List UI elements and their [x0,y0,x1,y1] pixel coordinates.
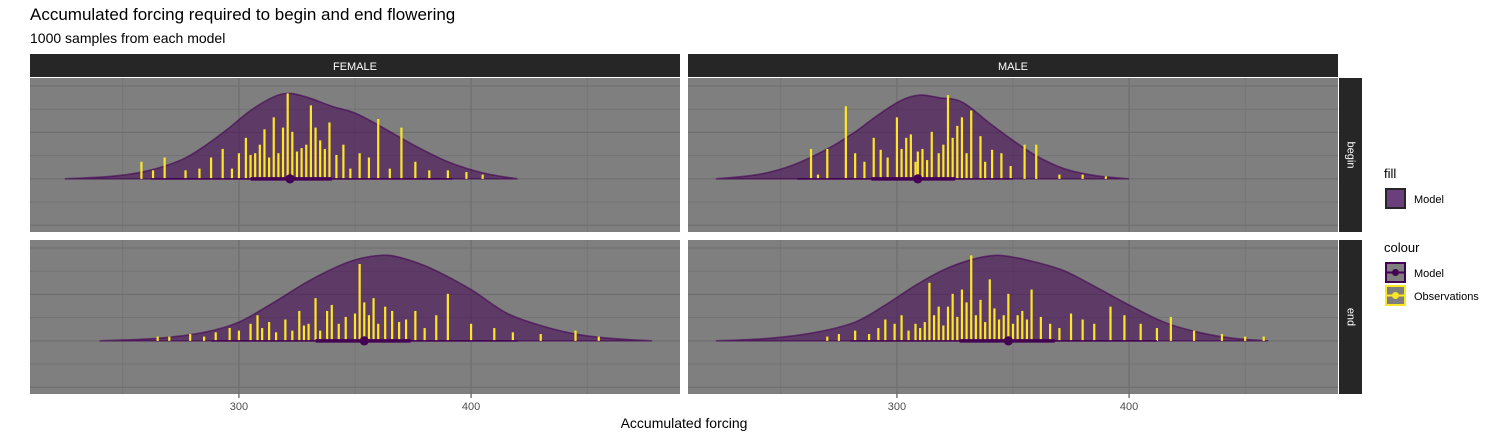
facet-strips: FEMALE MALE begin end [30,54,1362,394]
x-tick-label: 400 [462,401,480,413]
model-density-area [64,92,518,180]
strip-female: FEMALE [30,54,680,77]
strip-label: end [1345,308,1357,326]
strip-background [1339,240,1362,394]
x-axes: 300 400 300 400 [230,394,1138,413]
strip-male: MALE [688,54,1338,77]
panel-female-begin [30,78,680,232]
facet-panels [30,78,1338,394]
model-median-point [1003,336,1013,346]
chart-subtitle: 1000 samples from each model [30,30,225,46]
strip-background [1339,78,1362,232]
x-tick-label: 400 [1120,401,1138,413]
panel-male-begin [688,78,1338,232]
x-tick-label: 300 [888,401,906,413]
strip-label: FEMALE [333,61,377,73]
legend-colour-title: colour [1384,240,1420,255]
model-median-point [913,174,923,184]
legend-fill-model-key [1385,188,1406,209]
strip-background [688,54,1338,77]
x-axis-title: Accumulated forcing [621,415,748,431]
strip-begin: begin [1339,78,1362,232]
strip-end: end [1339,240,1362,394]
strip-label: MALE [998,61,1028,73]
legend-fill-title: fill [1384,166,1396,181]
model-density-area [99,254,653,342]
legend-colour-model-key [1385,262,1406,283]
x-tick-label: 300 [230,401,248,413]
panel-female-end [30,240,680,394]
legend-colour-observations-label: Observations [1414,291,1479,303]
legend-colour-observations-key [1385,285,1406,306]
chart-title: Accumulated forcing required to begin an… [30,5,455,24]
strip-background [30,54,680,77]
model-median-point [359,336,369,346]
legend-colour-model-label: Model [1414,268,1444,280]
legend-fill-model-label: Model [1414,194,1444,206]
panel-male-end [688,240,1338,394]
strip-label: begin [1345,142,1357,169]
legend: fill Model colour Model Observations [1384,166,1479,306]
model-median-point [285,174,295,184]
